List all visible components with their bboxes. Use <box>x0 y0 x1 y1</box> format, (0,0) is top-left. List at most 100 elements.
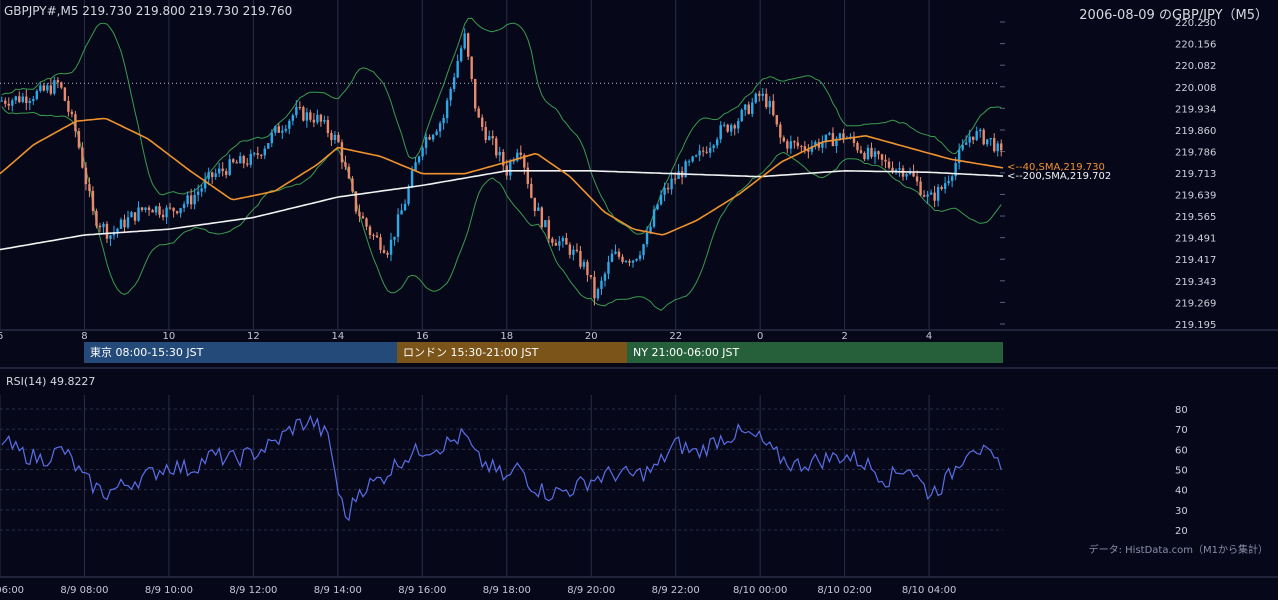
candle-body <box>898 168 901 170</box>
candle-body <box>403 203 407 211</box>
candle-body <box>971 136 975 140</box>
candle-body <box>333 134 337 140</box>
candle-body <box>961 144 964 150</box>
candle-body <box>225 171 228 175</box>
candle-body <box>400 210 403 215</box>
candle-body <box>666 187 670 190</box>
candle-body <box>263 148 266 156</box>
candle-body <box>4 100 7 104</box>
candle-body <box>579 250 582 267</box>
candle-body <box>175 211 179 214</box>
candle-body <box>168 207 172 209</box>
rsi-line <box>1 414 1002 522</box>
sma200-legend: <--200,SMA,219.702 <box>1007 171 1112 182</box>
candle-body <box>950 176 954 181</box>
price-axis-label: 220.230 <box>1175 18 1216 29</box>
candle-body <box>25 96 28 103</box>
candle-body <box>340 142 344 163</box>
candle-body <box>182 204 186 209</box>
candle-body <box>635 258 638 261</box>
candle-body <box>687 161 691 163</box>
session-ny: NY 21:00-06:00 JST <box>627 342 1003 363</box>
candle-body <box>519 152 522 156</box>
rsi-x-tick-label: 8/9 16:00 <box>398 585 446 596</box>
candle-body <box>154 206 158 213</box>
candle-body <box>84 167 88 185</box>
candle-body <box>56 80 60 83</box>
candle-body <box>337 134 340 143</box>
candle-body <box>705 151 708 153</box>
candle-body <box>558 241 561 246</box>
candle-body <box>537 207 540 211</box>
candle-body <box>810 146 814 152</box>
candle-body <box>694 155 698 157</box>
price-axis-label: 219.269 <box>1175 298 1216 309</box>
candle-body <box>95 211 98 226</box>
candle-body <box>326 120 330 134</box>
candle-body <box>270 132 273 144</box>
candle-body <box>919 181 922 196</box>
candle-body <box>358 211 361 217</box>
candle-body <box>842 133 845 140</box>
candle-body <box>733 125 736 129</box>
candle-body <box>708 147 712 153</box>
candle-body <box>730 125 733 132</box>
main-x-tick-label: 0 <box>757 331 763 342</box>
candle-body <box>330 133 333 140</box>
candle-body <box>758 93 761 96</box>
candle-body <box>323 120 326 122</box>
candle-body <box>130 212 133 218</box>
candle-body <box>39 85 42 92</box>
candle-body <box>77 131 81 148</box>
price-axis-label: 219.491 <box>1175 234 1216 245</box>
candle-body <box>554 242 558 246</box>
candle-body <box>11 100 14 106</box>
main-x-tick-label: 8 <box>81 331 87 342</box>
candle-body <box>793 141 796 143</box>
candle-body <box>712 145 715 148</box>
candle-body <box>817 142 821 148</box>
rsi-x-tick-label: 8/9 12:00 <box>229 585 277 596</box>
candle-body <box>933 192 936 201</box>
candle-body <box>347 166 351 179</box>
price-axis-label: 219.713 <box>1175 169 1216 180</box>
candle-body <box>715 139 719 146</box>
candle-body <box>856 142 859 151</box>
candle-body <box>786 141 789 149</box>
candle-body <box>561 238 565 242</box>
candle-body <box>67 100 70 112</box>
candle-body <box>800 146 803 148</box>
candle-body <box>210 172 214 177</box>
candle-body <box>979 129 982 132</box>
rsi-x-tick-label: 8/10 02:00 <box>817 585 871 596</box>
price-axis-label: 220.156 <box>1175 40 1216 51</box>
candle-body <box>102 223 105 228</box>
candle-body <box>751 102 754 114</box>
rsi-axis-label: 50 <box>1175 466 1188 477</box>
candle-body <box>428 136 431 140</box>
price-axis-label: 219.565 <box>1175 212 1216 223</box>
candle-body <box>884 159 887 162</box>
candle-body <box>775 115 778 125</box>
price-axis-label: 220.082 <box>1175 61 1216 72</box>
candle-body <box>18 96 21 102</box>
candle-body <box>744 104 747 110</box>
candle-body <box>551 238 554 243</box>
candle-body <box>53 80 56 94</box>
candle-body <box>305 112 309 121</box>
candle-body <box>228 159 231 175</box>
candle-body <box>414 162 417 171</box>
candle-body <box>993 138 996 152</box>
candle-body <box>288 120 291 129</box>
candle-body <box>807 149 810 152</box>
candle-body <box>789 141 793 149</box>
candle-body <box>140 207 144 210</box>
candle-body <box>379 237 382 250</box>
candle-body <box>372 234 375 236</box>
sma200-line <box>0 169 1004 251</box>
candle-body <box>565 238 568 245</box>
candle-body <box>586 261 589 276</box>
candle-body <box>747 104 750 114</box>
candle-body <box>838 133 842 139</box>
candle-body <box>7 103 10 106</box>
